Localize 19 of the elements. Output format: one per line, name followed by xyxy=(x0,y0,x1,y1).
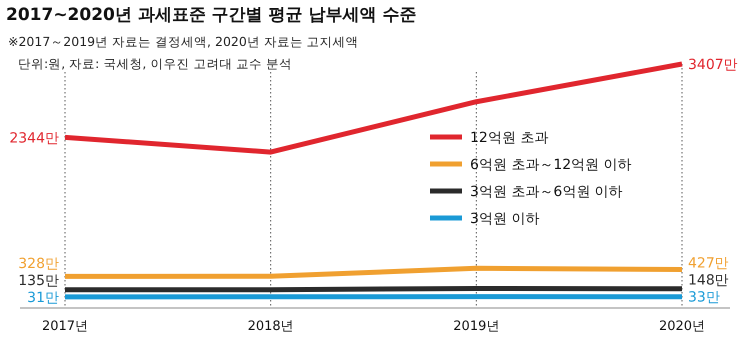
chart-title: 2017~2020년 과세표준 구간별 평균 납부세액 수준 xyxy=(6,5,416,25)
x-tick-label: 2017년 xyxy=(42,319,88,334)
x-tick-label: 2018년 xyxy=(248,319,294,334)
data-label: 148만 xyxy=(688,272,729,289)
data-label: 33만 xyxy=(688,290,720,306)
x-tick-label: 2019년 xyxy=(453,319,500,334)
data-label: 328만 xyxy=(18,256,59,272)
data-label: 31만 xyxy=(27,290,59,306)
legend-label: 6억원 초과～12억원 이하 xyxy=(470,157,632,173)
legend-label: 3억원 초과～6억원 이하 xyxy=(470,184,623,200)
data-label: 427만 xyxy=(688,256,729,272)
legend-label: 12억원 초과 xyxy=(470,130,548,146)
annotation: 단위:원, 자료: 국세청, 이우진 고려대 교수 분석 xyxy=(18,56,292,71)
data-label: 2344만 xyxy=(9,130,59,146)
data-label: 3407만 xyxy=(688,57,738,73)
data-label: 135만 xyxy=(18,272,59,289)
x-tick-label: 2020년 xyxy=(658,319,706,334)
legend-label: 3억원 이하 xyxy=(470,211,540,227)
text: ※2017～2019년 자료는 결정세액, 2020년 자료는 고지세액 xyxy=(8,34,359,49)
